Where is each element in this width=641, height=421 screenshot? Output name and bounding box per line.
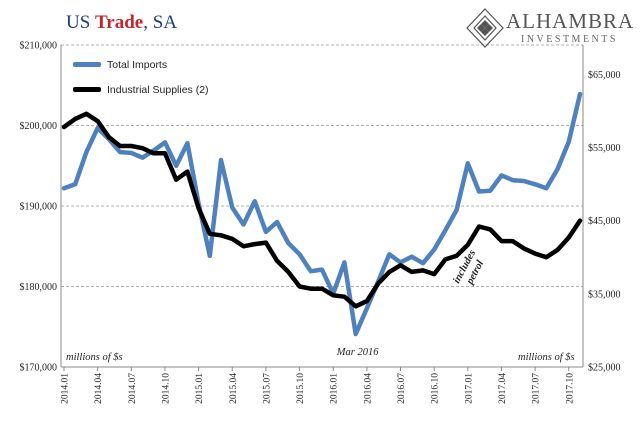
x-tick-label: 2014.10 [161, 373, 171, 404]
x-tick-label: 2016.07 [397, 373, 407, 404]
legend-item-industrial-supplies: Industrial Supplies (2) [73, 77, 209, 102]
logo-name: ALHAMBRA [506, 9, 635, 33]
axes [60, 45, 584, 371]
x-tick-label: 2014.01 [61, 373, 71, 404]
y-right-tick-label: $65,000 [588, 70, 621, 81]
x-tick-label: 2015.07 [262, 373, 272, 404]
right-unit-note: millions of $s [518, 352, 575, 363]
series-line-industrial-supplies [61, 111, 583, 309]
title-accent: Trade [95, 12, 144, 33]
chart-legend: Total Imports Industrial Supplies (2) [73, 52, 209, 102]
title-suffix: , SA [143, 12, 178, 33]
x-tick-label: 2017.01 [464, 373, 474, 404]
y-left-tick-label: $210,000 [20, 41, 58, 52]
left-unit-note: millions of $s [66, 352, 123, 363]
alhambra-diamond-logo-icon [466, 8, 504, 48]
annotation-mar-2016: Mar 2016 [336, 347, 379, 358]
y-left-tick-label: $200,000 [20, 121, 58, 132]
x-tick-label: 2015.10 [296, 373, 306, 404]
x-tick-label: 2016.04 [363, 373, 373, 404]
y-right-tick-label: $55,000 [588, 143, 621, 154]
x-tick-label: 2016.10 [431, 373, 441, 404]
series-line-total-imports [61, 91, 583, 337]
legend-swatch-total-imports [73, 62, 101, 67]
x-tick-label: 2017.10 [565, 373, 575, 404]
legend-label-total-imports: Total Imports [107, 58, 168, 71]
y-right-tick-label: $45,000 [588, 216, 621, 227]
chart-title: US Trade, SA [66, 12, 177, 34]
x-tick-label: 2015.01 [195, 373, 205, 404]
legend-item-total-imports: Total Imports [73, 52, 209, 77]
x-tick-label: 2014.07 [128, 373, 138, 404]
y-right-tick-label: $25,000 [588, 363, 621, 374]
x-tick-label: 2015.04 [229, 373, 239, 404]
tick-labels: $170,000 $180,000 $190,000 $200,000 $210,000… [20, 41, 621, 404]
y-left-tick-label: $190,000 [20, 202, 58, 213]
y-left-tick-label: $170,000 [20, 363, 58, 374]
x-tick-label: 2014.04 [94, 373, 104, 404]
title-prefix: US [66, 12, 96, 33]
legend-swatch-industrial-supplies [73, 87, 101, 92]
y-left-tick-label: $180,000 [20, 282, 58, 293]
logo-subtitle: INVESTMENTS [521, 34, 618, 45]
x-tick-label: 2017.04 [498, 373, 508, 404]
series-lines [61, 91, 583, 337]
x-tick-label: 2016.01 [330, 373, 340, 404]
y-right-tick-label: $35,000 [588, 289, 621, 300]
alhambra-logo: ALHAMBRA INVESTMENTS [466, 6, 636, 52]
legend-label-industrial-supplies: Industrial Supplies (2) [107, 83, 209, 96]
x-tick-label: 2017.07 [532, 373, 542, 404]
